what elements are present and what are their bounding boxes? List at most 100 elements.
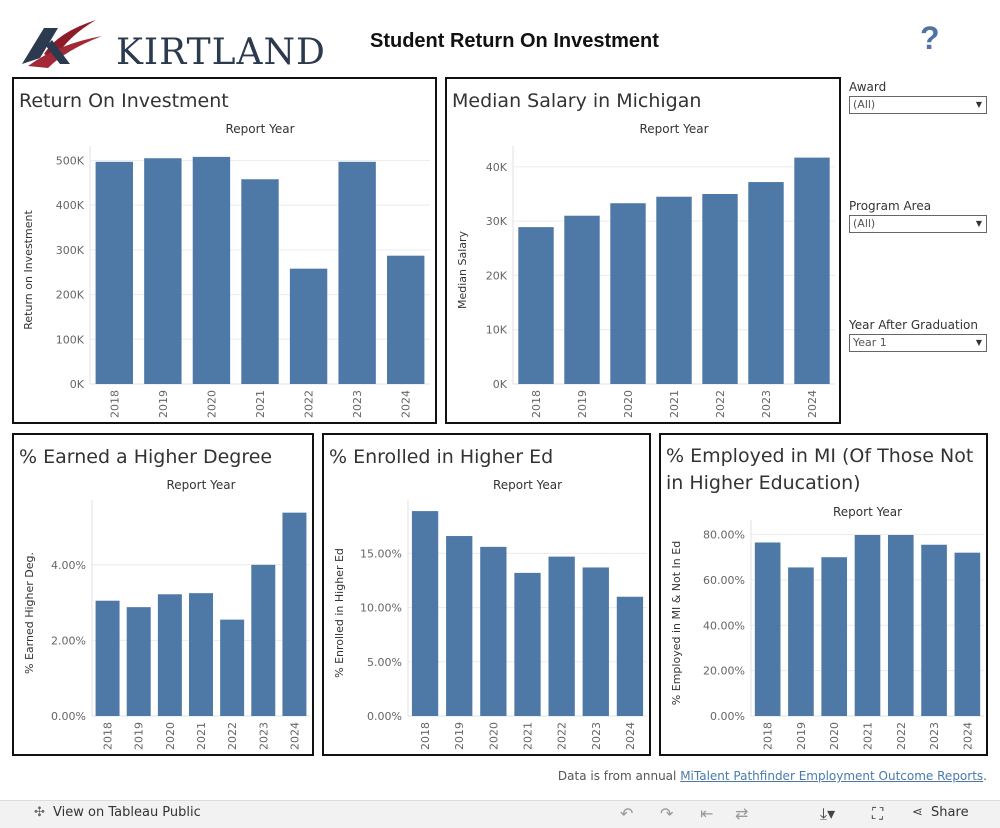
x-tick-label: 2018 (762, 722, 775, 750)
bar-2022 (289, 268, 328, 384)
employed-in-mi-chart: Report Year 0.00% 20.00% 40.00% 60.00% 80.00%… (670, 505, 984, 750)
y-tick-label: 500K (56, 154, 85, 167)
x-tick-label: 2022 (303, 390, 316, 418)
bar-2019 (446, 536, 473, 716)
y-tick-label: 10.00% (360, 602, 402, 615)
y-tick-label: 0K (70, 378, 85, 391)
x-axis-top-label: Report Year (640, 122, 709, 136)
x-tick-label: 2018 (108, 390, 121, 418)
panel-earned-higher-degree: % Earned a Higher Degree Report Year 0.00… (12, 433, 314, 756)
fullscreen-icon[interactable]: ⛶ (872, 804, 884, 823)
x-tick-label: 2018 (419, 722, 432, 750)
share-button[interactable]: ⋖ Share (912, 805, 969, 820)
bar-2019 (788, 567, 814, 716)
bar-2018 (754, 542, 781, 716)
x-tick-label: 2024 (400, 390, 413, 418)
dropdown-arrow-icon: ▼ (975, 338, 982, 347)
roi-chart: Report Year 0K 100K 200K 300K 400K 500K Return … (22, 122, 430, 418)
share-label: Share (931, 805, 969, 820)
bar-2020 (610, 203, 646, 384)
footnote-text: Data is from annual (557, 769, 681, 783)
y-axis-label: % Employed in MI & Not In Ed (670, 541, 683, 705)
y-tick-label: 30K (486, 215, 508, 228)
x-axis-top-label: Report Year (226, 122, 295, 136)
program-area-dropdown[interactable]: (All) ▼ (849, 215, 987, 233)
dashboard-title: Student Return On Investment (370, 30, 659, 52)
download-icon[interactable]: ⤓▾ (820, 804, 836, 823)
y-tick-label: 0.00% (710, 710, 745, 723)
dropdown-arrow-icon: ▼ (975, 100, 982, 109)
y-tick-label: 15.00% (360, 547, 402, 560)
x-tick-label: 2023 (351, 390, 364, 418)
bar-2021 (241, 179, 279, 384)
x-tick-label: 2020 (164, 722, 177, 750)
bar-2021 (656, 196, 692, 384)
x-tick-label: 2021 (195, 722, 208, 750)
bar-2022 (548, 556, 575, 716)
bar-2023 (582, 567, 609, 716)
dropdown-value: Year 1 (853, 336, 887, 349)
x-tick-label: 2022 (895, 722, 908, 750)
y-tick-label: 0.00% (51, 710, 86, 723)
y-tick-label: 80.00% (703, 529, 745, 542)
y-tick-label: 5.00% (367, 656, 402, 669)
filter-label: Award (849, 80, 887, 94)
y-tick-label: 100K (56, 333, 85, 346)
pathfinder-reports-link[interactable]: MiTalent Pathfinder Employment Outcome R… (680, 769, 984, 783)
undo-icon[interactable]: ↶ (620, 804, 634, 823)
bar-2022 (220, 619, 245, 716)
x-tick-label: 2018 (102, 722, 115, 750)
y-tick-label: 60.00% (703, 574, 745, 587)
share-icon: ⋖ (912, 805, 923, 820)
x-tick-label: 2019 (795, 722, 808, 750)
award-dropdown[interactable]: (All) ▼ (849, 96, 987, 114)
tableau-logo-icon: ✣ (34, 805, 45, 820)
filter-program-area: Program Area (All) ▼ (849, 199, 987, 233)
bar-2024 (954, 552, 981, 716)
x-tick-label: 2023 (760, 390, 773, 418)
view-on-tableau-label: View on Tableau Public (53, 805, 201, 820)
bar-2018 (95, 161, 133, 384)
bar-2018 (411, 511, 439, 716)
revert-icon[interactable]: ⇤ (700, 804, 714, 823)
x-tick-label: 2024 (961, 722, 974, 750)
kirtland-logo[interactable]: KIRTLAND (18, 14, 325, 73)
x-tick-label: 2020 (622, 390, 635, 418)
x-tick-label: 2021 (254, 390, 267, 418)
x-tick-label: 2019 (133, 722, 146, 750)
bar-2019 (126, 607, 151, 716)
bar-2024 (616, 596, 644, 716)
bar-2021 (189, 593, 213, 716)
year-after-graduation-dropdown[interactable]: Year 1 ▼ (849, 334, 987, 352)
panel-employed-in-mi: % Employed in MI (Of Those Not in Higher… (659, 433, 988, 756)
bar-2023 (921, 544, 947, 716)
y-tick-label: 2.00% (51, 634, 86, 647)
y-axis-label: Return on Investment (22, 210, 35, 330)
enrolled-higher-ed-chart: Report Year 0.00% 5.00% 10.00% 15.00% % Enrol… (333, 478, 647, 750)
panel-title: Median Salary in Michigan (452, 90, 702, 112)
view-on-tableau-button[interactable]: ✣ View on Tableau Public (34, 805, 201, 820)
redo-icon[interactable]: ↷ (660, 804, 674, 823)
help-icon[interactable]: ? (920, 20, 940, 56)
y-axis-label: Median Salary (456, 230, 469, 309)
refresh-icon[interactable]: ⇄ (735, 804, 749, 823)
x-tick-label: 2024 (288, 722, 301, 750)
x-tick-label: 2024 (624, 722, 637, 750)
y-axis-label: % Earned Higher Deg. (23, 552, 36, 674)
x-tick-label: 2021 (668, 390, 681, 418)
bar-2024 (387, 255, 425, 384)
bar-2019 (564, 215, 600, 384)
panel-title: Return On Investment (19, 90, 229, 112)
bar-2021 (514, 572, 541, 716)
y-tick-label: 4.00% (51, 559, 86, 572)
x-tick-label: 2022 (714, 390, 727, 418)
x-tick-label: 2022 (226, 722, 239, 750)
footnote-period: . (983, 769, 987, 783)
x-axis-top-label: Report Year (167, 478, 236, 492)
x-tick-label: 2023 (928, 722, 941, 750)
logo-text: KIRTLAND (116, 32, 326, 73)
x-tick-label: 2022 (556, 722, 569, 750)
bar-2020 (157, 594, 182, 716)
dropdown-value: (All) (853, 217, 876, 230)
x-axis-top-label: Report Year (493, 478, 562, 492)
